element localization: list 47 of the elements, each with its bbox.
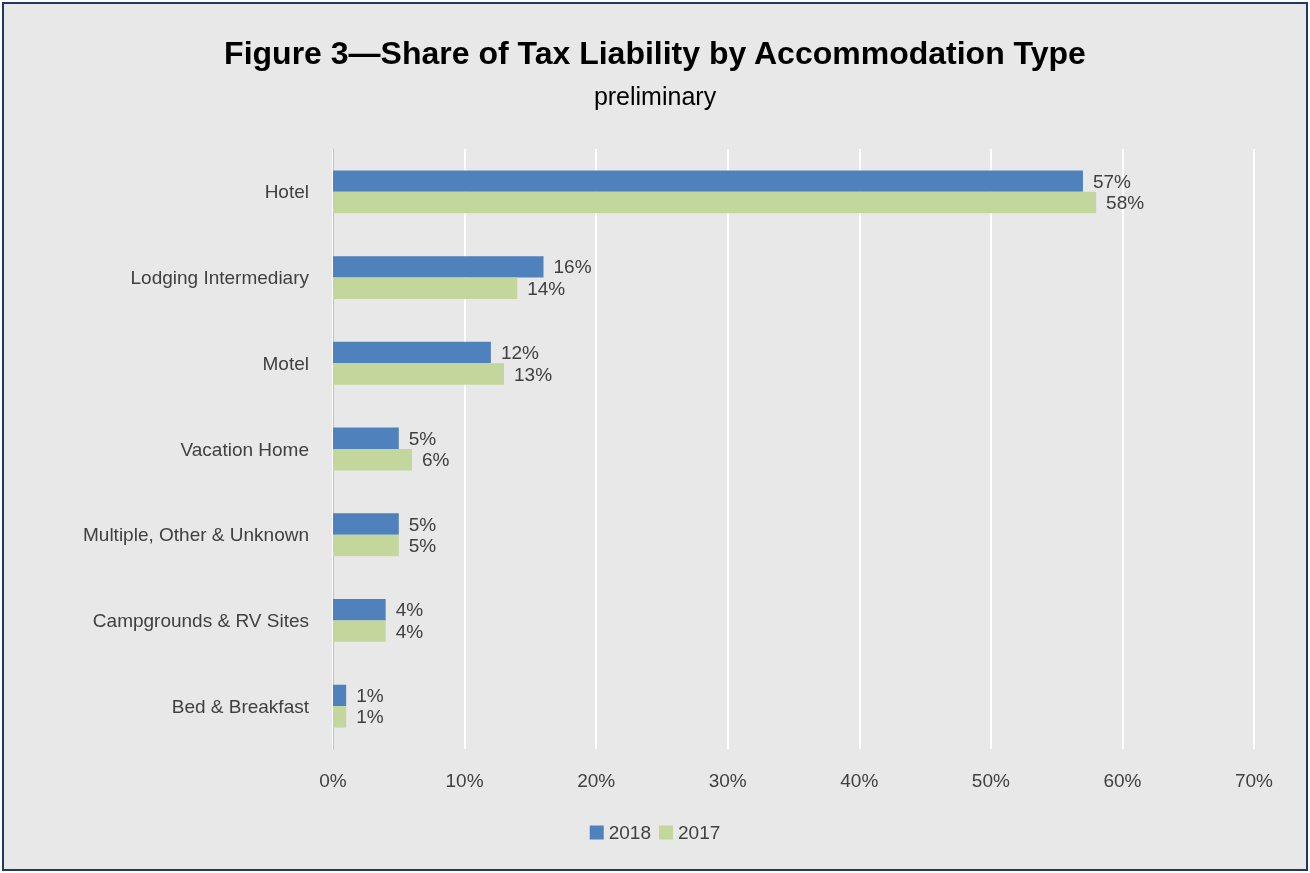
data-label: 1% [356,706,384,728]
bar [333,513,399,535]
bar [333,706,347,728]
legend-label: 2018 [608,822,652,843]
x-tick-label: 50% [971,770,1010,791]
data-label: 4% [395,620,424,642]
bar [333,341,491,364]
data-label: 13% [514,363,553,385]
data-label: 6% [421,449,450,471]
bar [333,363,505,385]
data-label: 57% [1092,170,1132,192]
bar [333,599,386,621]
bar [333,277,518,299]
y-tick-label: Bed & Breakfast [171,695,310,717]
bar [333,170,1083,192]
x-tick-label: 0% [319,770,347,791]
y-tick-label: Hotel [264,181,309,203]
bar [333,191,1097,214]
x-tick-label: 70% [1234,770,1274,791]
data-label: 5% [408,427,437,449]
data-label: 16% [553,256,592,278]
x-tick-label: 60% [1103,770,1142,791]
bar [333,534,399,557]
bar [333,256,544,278]
data-label: 4% [395,599,424,621]
x-tick-label: 10% [445,770,484,791]
x-tick-label: 30% [708,770,747,791]
bar [333,620,386,642]
x-tick-label: 40% [840,770,879,791]
y-tick-label: Lodging Intermediary [130,267,310,289]
data-label: 5% [408,513,437,535]
bar [333,684,347,707]
chart-subtitle: preliminary [593,81,717,110]
y-tick-label: Vacation Home [180,438,309,460]
y-tick-label: Campgrounds & RV Sites [92,609,309,631]
data-label: 14% [527,277,566,299]
data-label: 12% [500,342,540,364]
legend-label: 2017 [678,822,721,843]
y-tick-label: Motel [262,352,309,374]
x-tick-label: 20% [577,770,616,791]
data-label: 58% [1106,192,1145,214]
y-tick-label: Multiple, Other & Unknown [83,524,309,546]
data-label: 5% [408,534,437,556]
bar [333,427,399,449]
bar [333,449,412,471]
chart-title: Figure 3—Share of Tax Liability by Accommodation Type [224,35,1086,71]
data-label: 1% [356,684,384,706]
